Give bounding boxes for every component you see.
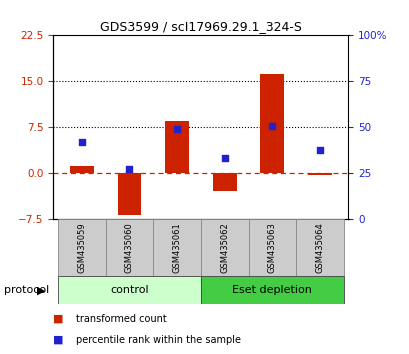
FancyBboxPatch shape bbox=[295, 219, 343, 276]
Text: ■: ■ bbox=[53, 335, 64, 345]
FancyBboxPatch shape bbox=[248, 219, 295, 276]
FancyBboxPatch shape bbox=[200, 276, 343, 304]
Point bbox=[79, 139, 85, 144]
Point bbox=[126, 166, 133, 171]
Bar bbox=[70, 166, 94, 173]
Bar bbox=[212, 173, 236, 191]
Text: Eset depletion: Eset depletion bbox=[232, 285, 312, 295]
FancyBboxPatch shape bbox=[58, 219, 106, 276]
Text: GSM435059: GSM435059 bbox=[77, 222, 86, 273]
Text: GSM435060: GSM435060 bbox=[125, 222, 134, 273]
Text: protocol: protocol bbox=[4, 285, 49, 295]
Bar bbox=[165, 121, 189, 173]
Point bbox=[173, 126, 180, 132]
FancyBboxPatch shape bbox=[106, 219, 153, 276]
Text: percentile rank within the sample: percentile rank within the sample bbox=[76, 335, 240, 345]
Point bbox=[268, 123, 275, 129]
Text: ■: ■ bbox=[53, 314, 64, 324]
Point bbox=[316, 147, 322, 153]
Bar bbox=[117, 173, 141, 215]
Title: GDS3599 / scI17969.29.1_324-S: GDS3599 / scI17969.29.1_324-S bbox=[100, 20, 301, 33]
Point bbox=[221, 155, 227, 161]
Text: transformed count: transformed count bbox=[76, 314, 166, 324]
Bar bbox=[307, 173, 331, 175]
Text: ▶: ▶ bbox=[37, 285, 45, 295]
FancyBboxPatch shape bbox=[58, 276, 200, 304]
Text: GSM435061: GSM435061 bbox=[172, 222, 181, 273]
FancyBboxPatch shape bbox=[200, 219, 248, 276]
Text: GSM435064: GSM435064 bbox=[315, 222, 324, 273]
FancyBboxPatch shape bbox=[153, 219, 200, 276]
Text: control: control bbox=[110, 285, 148, 295]
Text: GSM435062: GSM435062 bbox=[220, 222, 229, 273]
Bar bbox=[260, 74, 283, 173]
Text: GSM435063: GSM435063 bbox=[267, 222, 276, 273]
